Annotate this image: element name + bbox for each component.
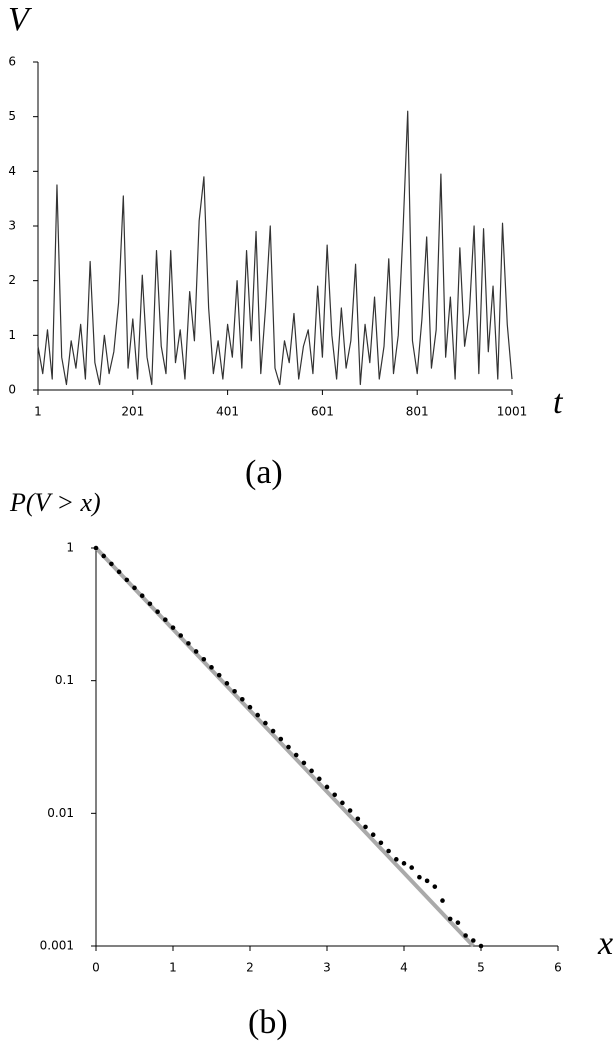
x-tick-label: 401 (216, 405, 239, 419)
data-point (224, 681, 230, 686)
data-point (417, 874, 422, 880)
data-point (363, 824, 368, 830)
data-point (201, 656, 207, 662)
x-tick-label: 601 (311, 405, 334, 419)
data-line (37, 110, 513, 386)
data-point (347, 808, 353, 813)
data-point (163, 617, 168, 623)
data-point (93, 545, 99, 551)
y-axis-label: P(V > x) (9, 488, 101, 517)
x-tick-label: 5 (477, 961, 485, 975)
data-point (209, 665, 214, 670)
data-point (263, 720, 268, 726)
data-point (394, 857, 399, 862)
data-point (463, 933, 468, 938)
x-axis-label: x (597, 925, 613, 962)
data-point (247, 704, 253, 710)
x-tick-label: 201 (121, 405, 144, 419)
data-point (293, 752, 299, 758)
data-point (424, 878, 430, 884)
data-point (155, 609, 160, 615)
y-tick-label: 1 (8, 328, 16, 342)
data-point (332, 792, 338, 798)
x-tick-label: 2 (246, 961, 254, 975)
x-tick-label: 3 (323, 961, 331, 975)
data-point (109, 561, 114, 567)
y-tick-label: 5 (8, 109, 16, 123)
data-point (178, 633, 183, 638)
data-point (455, 920, 461, 925)
data-point (447, 916, 453, 922)
data-point (216, 672, 222, 678)
y-tick-label: 2 (8, 273, 16, 287)
data-point (471, 938, 476, 943)
x-tick-label: 1 (169, 961, 177, 975)
y-tick-label: 0.001 (40, 939, 74, 953)
data-point (270, 728, 276, 734)
data-point (340, 800, 345, 806)
data-point (478, 943, 484, 949)
data-point (409, 865, 415, 870)
data-point (401, 861, 407, 866)
data-point (309, 768, 314, 774)
data-point (386, 848, 391, 854)
data-point (186, 641, 191, 646)
data-point (317, 776, 322, 782)
data-point (139, 593, 145, 598)
y-tick-label: 0 (8, 383, 16, 397)
data-point (301, 760, 307, 766)
y-tick-label: 4 (8, 164, 16, 178)
data-point (286, 744, 291, 750)
data-point (124, 577, 130, 583)
x-tick-label: 1001 (497, 405, 528, 419)
y-tick-label: 1 (66, 541, 74, 555)
x-tick-label: 4 (400, 961, 408, 975)
data-point (324, 784, 330, 790)
x-tick-label: 6 (554, 961, 562, 975)
y-tick-label: 3 (8, 219, 16, 233)
x-axis-label: t (553, 384, 564, 421)
data-point (132, 585, 137, 591)
data-point (378, 840, 384, 846)
y-tick-label: 6 (8, 55, 16, 69)
data-point (370, 832, 376, 838)
data-point (440, 898, 445, 903)
fit-line (94, 546, 475, 948)
data-point (240, 696, 245, 702)
caption: (a) (245, 454, 283, 491)
data-point (232, 688, 237, 694)
data-point (170, 625, 176, 630)
data-point (432, 884, 438, 889)
caption: (b) (248, 1004, 288, 1041)
data-point (355, 816, 361, 822)
data-point (147, 601, 153, 607)
data-point (116, 569, 122, 575)
x-tick-label: 1 (34, 405, 42, 419)
x-tick-label: 0 (92, 961, 100, 975)
data-point (278, 736, 284, 742)
data-point (193, 649, 199, 654)
y-tick-label: 0.01 (47, 806, 74, 820)
data-point (101, 553, 106, 559)
y-axis-label: V (8, 1, 33, 38)
data-point (255, 712, 260, 718)
x-tick-label: 801 (406, 405, 429, 419)
y-tick-label: 0.1 (55, 673, 74, 687)
